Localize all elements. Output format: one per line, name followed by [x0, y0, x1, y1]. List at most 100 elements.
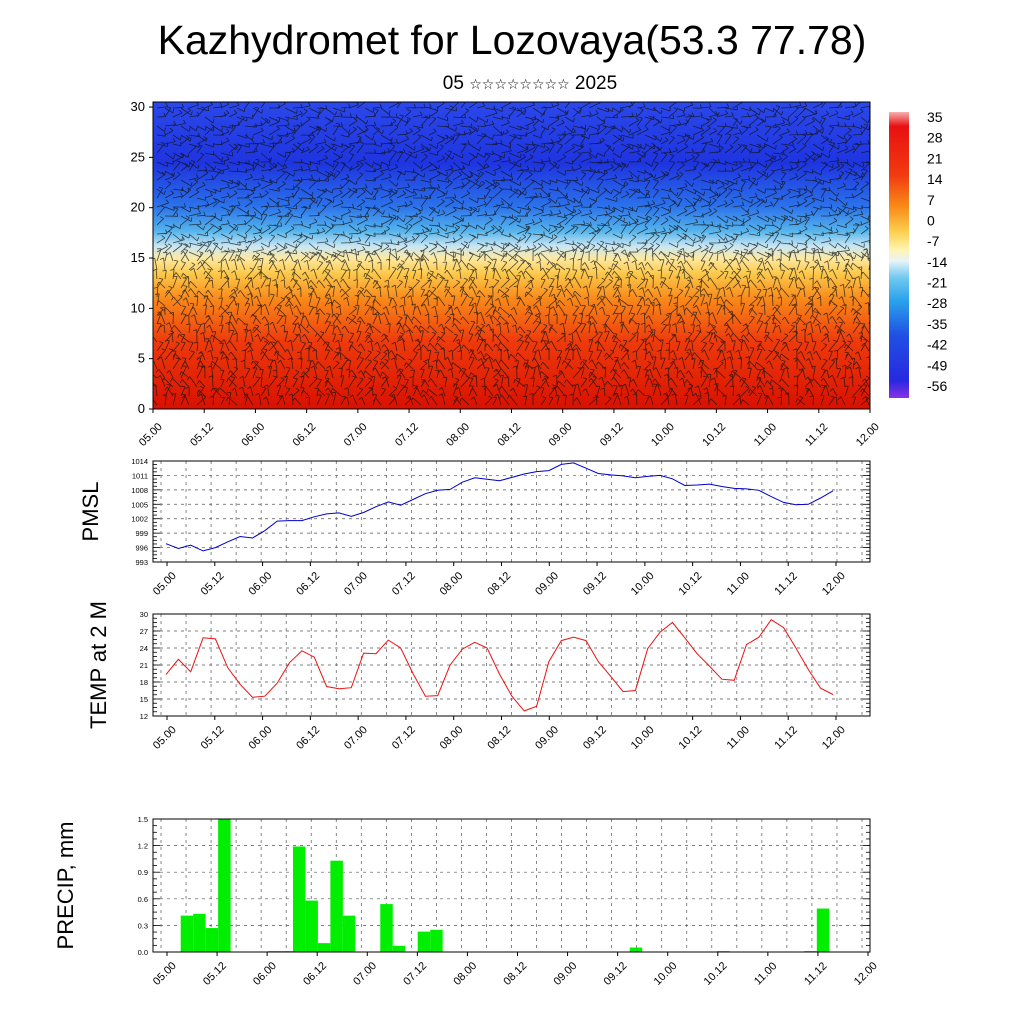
cross-x-tick-label: 12.00	[854, 421, 882, 449]
pmsl-x-tick-label: 09.12	[581, 570, 609, 598]
precip-y-tick-label: 0.0	[138, 948, 148, 957]
colorbar-label: 21	[927, 150, 943, 166]
precip-x-tick-label: 10.00	[652, 960, 680, 988]
cross-x-tick-label: 11.00	[752, 421, 779, 448]
precip-bar	[292, 846, 306, 952]
precip-x-tick-label: 09.12	[602, 960, 630, 988]
precip-bar	[305, 900, 318, 952]
pmsl-x-tick-label: 05.12	[199, 570, 227, 598]
pmsl-x-tick-label: 05.00	[151, 570, 179, 598]
temp-x-tick-label: 10.00	[629, 724, 657, 752]
precip-bar	[342, 915, 356, 952]
colorbar-label: -7	[927, 233, 940, 249]
cross-y-tick-label: 0	[138, 401, 145, 416]
precip-bar	[317, 943, 331, 952]
precip-x-tick-label: 05.12	[201, 960, 229, 988]
precip-x-tick-label: 06.00	[251, 960, 279, 988]
cross-x-tick-label: 06.12	[291, 421, 319, 449]
page-subtitle: 05 ☆☆☆☆☆☆☆☆ 2025	[410, 72, 650, 97]
cross-x-tick-label: 07.00	[342, 421, 370, 449]
temp-minor-ticks	[153, 613, 870, 717]
colorbar-label: 7	[927, 192, 935, 208]
pmsl-x-tick-label: 11.12	[772, 570, 799, 597]
precip-bar	[380, 904, 393, 952]
subtitle-day: 05	[442, 73, 464, 94]
precip-y-tick-label: 0.9	[138, 868, 148, 877]
colorbar	[889, 112, 909, 398]
precip-x-tick-label: 07.00	[351, 960, 379, 988]
precip-x-tick-label: 08.12	[501, 960, 529, 988]
pmsl-x-tick-label: 10.12	[677, 570, 705, 598]
cross-y-tick-label: 20	[131, 200, 145, 215]
pmsl-minor-ticks	[153, 460, 870, 563]
colorbar-label: -49	[927, 357, 947, 373]
precip-y-tick-label: 0.6	[138, 895, 148, 904]
precip-x-tick-label: 10.12	[702, 960, 730, 988]
pmsl-x-tick-label: 08.12	[485, 570, 513, 598]
cross-x-tick-label: 09.00	[547, 421, 575, 449]
precip-y-tick-label: 1.5	[138, 815, 148, 824]
temp-series-line	[165, 619, 834, 712]
pmsl-series-line	[165, 462, 834, 552]
pmsl-y-tick-label: 1014	[131, 457, 148, 466]
precip-bar	[180, 915, 194, 952]
pmsl-y-tick-label: 1008	[131, 486, 148, 495]
precip-y-tick-label: 0.3	[138, 921, 148, 930]
pmsl-y-tick-label: 993	[135, 558, 148, 567]
pmsl-y-tick-label: 1011	[132, 471, 148, 480]
precip-x-tick-label: 06.12	[301, 960, 329, 988]
cross-x-tick-label: 06.00	[239, 421, 267, 449]
colorbar-label: -28	[927, 295, 947, 311]
precip-x-tick-label: 07.12	[401, 960, 429, 988]
precip-bar	[417, 931, 431, 952]
precip-y-tick-label: 1.2	[138, 842, 148, 851]
temp-y-tick-label: 24	[140, 644, 148, 653]
cross-x-tick-label: 09.12	[598, 421, 626, 449]
temp-y-tick-label: 15	[140, 695, 148, 704]
temp-x-tick-label: 07.00	[342, 724, 370, 752]
temp-grid	[153, 614, 870, 716]
temp-x-tick-label: 05.12	[199, 724, 227, 752]
pmsl-y-tick-label: 996	[135, 544, 148, 553]
pmsl-x-tick-label: 06.00	[246, 570, 274, 598]
temp-x-tick-label: 09.12	[581, 724, 609, 752]
subtitle-month: ☆☆☆☆☆☆☆☆	[469, 77, 570, 93]
cross-y-tick-label: 15	[131, 250, 145, 265]
cross-y-tick-label: 30	[131, 99, 145, 114]
pmsl-x-tick-label: 06.12	[294, 570, 322, 598]
precip-bar	[816, 908, 830, 952]
colorbar-label: 0	[927, 212, 935, 228]
temp-x-tick-label: 11.12	[772, 724, 799, 751]
temp-x-tick-label: 07.12	[390, 724, 418, 752]
precip-x-tick-label: 05.00	[151, 960, 179, 988]
temp-y-tick-label: 27	[140, 627, 148, 636]
cross-x-tick-label: 10.12	[700, 421, 728, 449]
precip-bar	[629, 947, 643, 952]
temp-x-tick-label: 05.00	[151, 724, 179, 752]
pmsl-x-tick-label: 12.00	[820, 570, 848, 598]
temp-y-tick-label: 18	[140, 678, 148, 687]
cross-x-tick-label: 08.00	[444, 421, 472, 449]
cross-x-tick-label: 05.12	[188, 421, 216, 449]
precip-bar	[430, 929, 443, 952]
precip-x-tick-label: 11.00	[752, 960, 779, 987]
precip-x-tick-label: 12.00	[852, 960, 880, 988]
pmsl-x-tick-label: 07.12	[390, 570, 418, 598]
precip-x-tick-label: 08.00	[451, 960, 479, 988]
temp-x-tick-label: 06.12	[294, 724, 322, 752]
colorbar-label: 28	[927, 130, 943, 146]
temp-y-tick-label: 21	[140, 661, 148, 670]
cross-x-tick-label: 11.12	[803, 421, 830, 448]
temp-y-tick-label: 12	[140, 712, 148, 721]
cross-section-field	[153, 102, 870, 409]
cross-y-tick-label: 10	[131, 300, 145, 315]
colorbar-label: -56	[927, 378, 947, 394]
pmsl-y-tick-label: 999	[135, 529, 148, 538]
temp-x-tick-label: 08.00	[438, 724, 466, 752]
cross-x-tick-label: 07.12	[393, 421, 421, 449]
temp-x-tick-label: 06.00	[246, 724, 274, 752]
temp-x-tick-label: 10.12	[677, 724, 705, 752]
colorbar-label: -14	[927, 254, 947, 270]
precip-minor-ticks	[153, 818, 870, 953]
